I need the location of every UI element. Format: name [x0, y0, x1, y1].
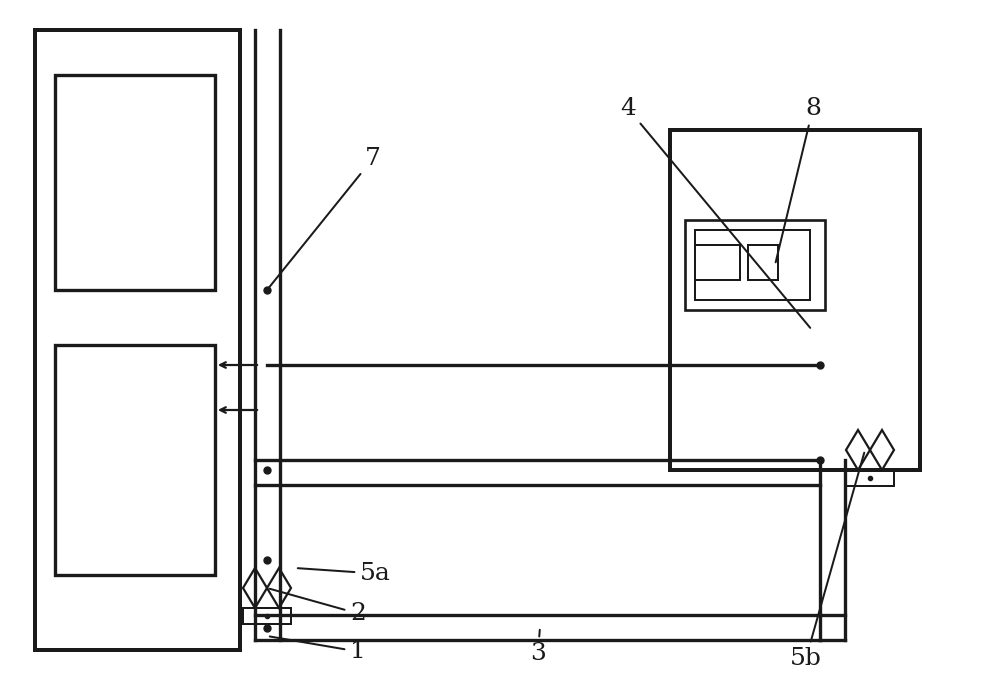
Text: 4: 4	[620, 97, 810, 328]
Text: 5b: 5b	[790, 452, 864, 670]
Text: 8: 8	[776, 97, 821, 262]
Text: 5a: 5a	[298, 562, 391, 585]
Bar	[670, 130, 920, 470]
Bar	[243, 608, 291, 624]
Bar	[55, 345, 215, 575]
Text: 2: 2	[270, 589, 366, 625]
Bar	[748, 245, 778, 280]
Bar	[55, 75, 215, 290]
Bar	[35, 30, 240, 650]
Text: 1: 1	[270, 636, 366, 663]
Bar	[846, 470, 894, 486]
Text: 7: 7	[269, 147, 381, 288]
Bar	[685, 220, 825, 310]
Text: 3: 3	[530, 630, 546, 665]
Bar	[695, 245, 740, 280]
Bar	[695, 230, 810, 300]
